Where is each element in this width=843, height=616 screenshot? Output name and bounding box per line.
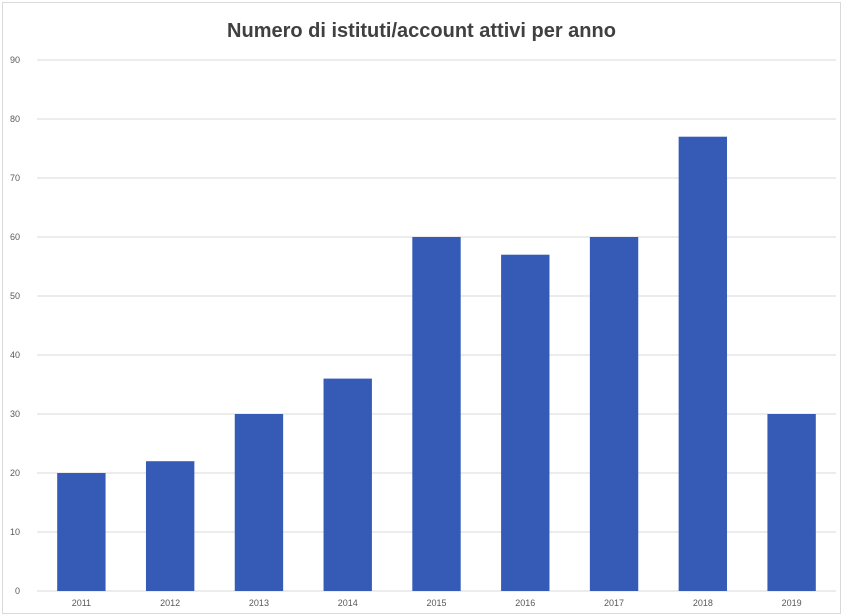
y-tick-label: 50: [10, 291, 20, 301]
x-tick-label: 2015: [426, 598, 446, 608]
x-tick-label: 2013: [249, 598, 269, 608]
x-axis-ticks: 2011 2012 2013 2014 2015 2016 2017 2018 2019: [72, 598, 802, 608]
x-tick-label: 2016: [515, 598, 535, 608]
x-tick-label: 2019: [782, 598, 802, 608]
x-tick-label: 2014: [338, 598, 358, 608]
y-tick-label: 20: [10, 468, 20, 478]
y-tick-label: 40: [10, 350, 20, 360]
bars: [57, 136, 816, 591]
bar-2019: [767, 414, 816, 591]
y-tick-label: 90: [10, 55, 20, 65]
y-tick-label: 80: [10, 114, 20, 124]
chart-title: Numero di istituti/account attivi per an…: [227, 20, 616, 42]
x-tick-label: 2017: [604, 598, 624, 608]
y-tick-label: 70: [10, 173, 20, 183]
x-tick-label: 2011: [72, 598, 91, 608]
bar-2017: [589, 237, 639, 591]
bar-2018: [678, 136, 728, 591]
bar-2015: [412, 237, 461, 591]
y-tick-label: 10: [10, 527, 20, 537]
bar-2011: [57, 473, 106, 591]
bar-2016: [501, 254, 550, 591]
y-tick-label: 30: [10, 409, 20, 419]
bar-2013: [234, 414, 284, 591]
y-tick-label: 0: [15, 586, 20, 596]
y-tick-label: 60: [10, 232, 20, 242]
bar-2012: [145, 461, 195, 591]
y-axis-ticks: 0 10 20 30 40 50 60 70 80 90: [10, 55, 20, 596]
x-tick-label: 2012: [160, 598, 180, 608]
bar-2014: [323, 378, 372, 591]
x-tick-label: 2018: [693, 598, 713, 608]
